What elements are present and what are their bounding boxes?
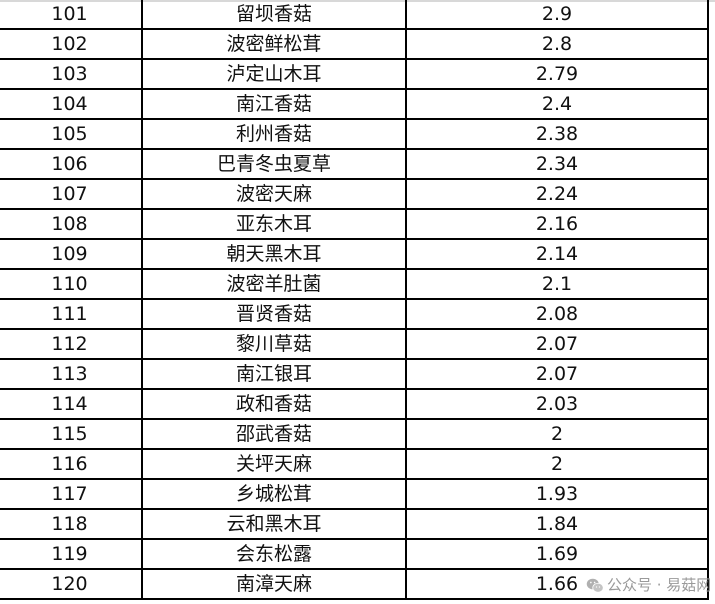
value-cell: 2.8 [405, 28, 709, 60]
table-row: 118 云和黑木耳 1.84 [0, 508, 709, 540]
value-cell: 2 [405, 448, 709, 480]
value-cell: 1.84 [405, 508, 709, 540]
rank-cell: 103 [0, 58, 143, 90]
value-cell: 2.16 [405, 208, 709, 240]
name-cell: 巴青冬虫夏草 [141, 148, 407, 180]
table-row: 117 乡城松茸 1.93 [0, 478, 709, 510]
rank-cell: 101 [0, 0, 143, 30]
name-cell: 黎川草菇 [141, 328, 407, 360]
table-row: 120 南漳天麻 1.66 [0, 568, 709, 600]
value-cell: 1.69 [405, 538, 709, 570]
value-cell: 1.93 [405, 478, 709, 510]
table-row: 110 波密羊肚菌 2.1 [0, 268, 709, 300]
table-row: 111 晋贤香菇 2.08 [0, 298, 709, 330]
name-cell: 邵武香菇 [141, 418, 407, 450]
value-cell: 2.07 [405, 358, 709, 390]
name-cell: 南江银耳 [141, 358, 407, 390]
rank-cell: 109 [0, 238, 143, 270]
wechat-icon [586, 578, 604, 593]
name-cell: 波密天麻 [141, 178, 407, 210]
name-cell: 政和香菇 [141, 388, 407, 420]
name-cell: 南漳天麻 [141, 568, 407, 600]
table-row: 119 会东松露 1.69 [0, 538, 709, 570]
rank-cell: 105 [0, 118, 143, 150]
rank-cell: 106 [0, 148, 143, 180]
table-row: 115 邵武香菇 2 [0, 418, 709, 450]
watermark-text: 公众号 · 易菇网 [607, 576, 712, 594]
rank-cell: 120 [0, 568, 143, 600]
value-cell: 2 [405, 418, 709, 450]
rank-cell: 115 [0, 418, 143, 450]
table-row: 109 朝天黑木耳 2.14 [0, 238, 709, 270]
rank-cell: 118 [0, 508, 143, 540]
table-row: 108 亚东木耳 2.16 [0, 208, 709, 240]
value-cell: 2.08 [405, 298, 709, 330]
name-cell: 南江香菇 [141, 88, 407, 120]
name-cell: 晋贤香菇 [141, 298, 407, 330]
rank-cell: 119 [0, 538, 143, 570]
name-cell: 乡城松茸 [141, 478, 407, 510]
table-row: 112 黎川草菇 2.07 [0, 328, 709, 360]
value-cell: 2.07 [405, 328, 709, 360]
name-cell: 云和黑木耳 [141, 508, 407, 540]
rank-cell: 113 [0, 358, 143, 390]
table-row: 106 巴青冬虫夏草 2.34 [0, 148, 709, 180]
name-cell: 利州香菇 [141, 118, 407, 150]
rank-cell: 114 [0, 388, 143, 420]
watermark: 公众号 · 易菇网 [586, 575, 711, 595]
value-cell: 2.24 [405, 178, 709, 210]
name-cell: 关坪天麻 [141, 448, 407, 480]
rank-cell: 107 [0, 178, 143, 210]
rank-cell: 111 [0, 298, 143, 330]
value-cell: 2.1 [405, 268, 709, 300]
name-cell: 波密鲜松茸 [141, 28, 407, 60]
rank-cell: 112 [0, 328, 143, 360]
table-row: 107 波密天麻 2.24 [0, 178, 709, 210]
value-cell: 2.79 [405, 58, 709, 90]
table-row: 105 利州香菇 2.38 [0, 118, 709, 150]
rank-cell: 102 [0, 28, 143, 60]
table-row: 101 留坝香菇 2.9 [0, 0, 709, 30]
name-cell: 泸定山木耳 [141, 58, 407, 90]
name-cell: 会东松露 [141, 538, 407, 570]
value-cell: 2.4 [405, 88, 709, 120]
rank-cell: 108 [0, 208, 143, 240]
table-row: 103 泸定山木耳 2.79 [0, 58, 709, 90]
table-row: 116 关坪天麻 2 [0, 448, 709, 480]
name-cell: 留坝香菇 [141, 0, 407, 30]
table-row: 102 波密鲜松茸 2.8 [0, 28, 709, 60]
value-cell: 2.34 [405, 148, 709, 180]
rank-cell: 104 [0, 88, 143, 120]
rank-cell: 116 [0, 448, 143, 480]
name-cell: 朝天黑木耳 [141, 238, 407, 270]
value-cell: 1.66 [405, 568, 709, 600]
value-cell: 2.03 [405, 388, 709, 420]
rank-cell: 110 [0, 268, 143, 300]
value-cell: 2.38 [405, 118, 709, 150]
rank-cell: 117 [0, 478, 143, 510]
name-cell: 波密羊肚菌 [141, 268, 407, 300]
value-cell: 2.14 [405, 238, 709, 270]
table-row: 114 政和香菇 2.03 [0, 388, 709, 420]
table-row: 113 南江银耳 2.07 [0, 358, 709, 390]
value-cell: 2.9 [405, 0, 709, 30]
name-cell: 亚东木耳 [141, 208, 407, 240]
table-row: 104 南江香菇 2.4 [0, 88, 709, 120]
